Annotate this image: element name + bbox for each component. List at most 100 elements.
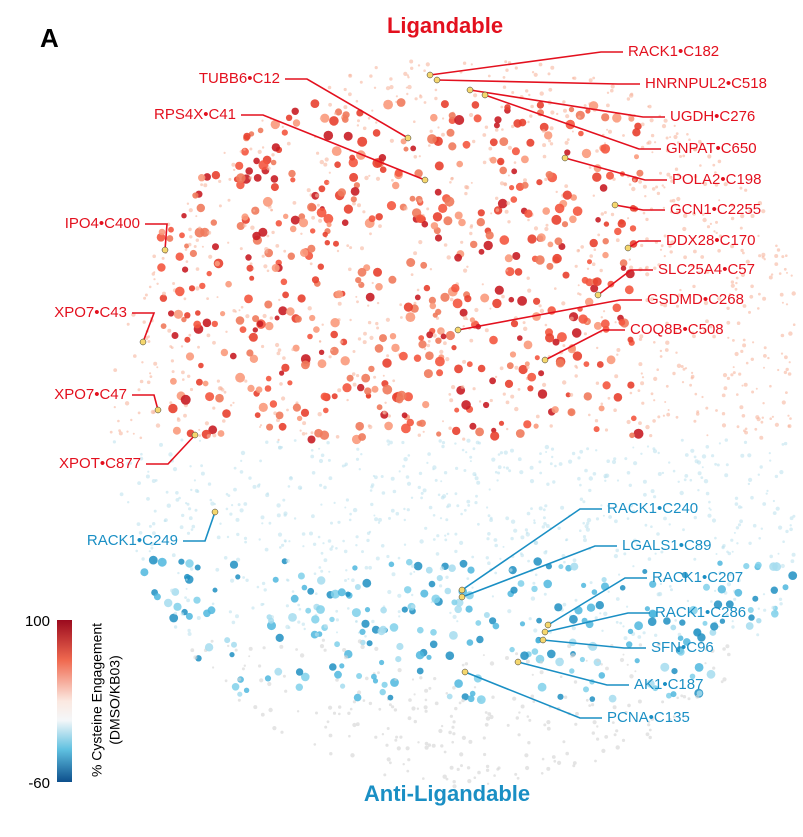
point — [540, 660, 543, 664]
point — [452, 426, 461, 436]
point — [527, 385, 534, 392]
point — [642, 211, 646, 215]
point — [180, 394, 191, 405]
site-label: PCNA•C135 — [607, 709, 690, 726]
point — [252, 484, 257, 489]
point — [548, 87, 553, 92]
point — [717, 585, 726, 594]
point — [270, 208, 273, 212]
point — [734, 287, 738, 291]
point — [694, 392, 698, 396]
point — [207, 230, 212, 235]
point — [246, 264, 254, 272]
point — [293, 439, 297, 442]
point — [466, 361, 473, 368]
point — [172, 467, 178, 472]
point — [310, 99, 320, 108]
point — [650, 525, 653, 528]
point — [423, 705, 428, 710]
point — [594, 419, 599, 423]
point — [626, 419, 631, 425]
point — [281, 363, 290, 372]
point — [554, 237, 563, 246]
point — [324, 240, 330, 246]
point — [726, 306, 730, 310]
point — [555, 190, 558, 194]
point — [334, 161, 341, 168]
point — [454, 407, 460, 413]
point — [239, 326, 247, 333]
point — [424, 709, 428, 713]
point — [413, 354, 422, 362]
point — [181, 513, 185, 518]
point — [132, 432, 135, 435]
point — [427, 134, 437, 144]
point — [195, 215, 198, 218]
point — [357, 267, 367, 277]
point — [377, 671, 380, 675]
point — [159, 294, 168, 302]
point — [403, 146, 409, 152]
point — [413, 561, 423, 571]
point — [339, 340, 344, 344]
point — [788, 331, 793, 336]
point — [747, 453, 752, 458]
point — [735, 281, 738, 285]
point — [406, 508, 410, 512]
point — [675, 132, 679, 136]
point — [180, 612, 184, 616]
point — [235, 574, 241, 580]
point — [239, 247, 243, 251]
point — [280, 278, 288, 286]
point — [485, 716, 491, 721]
point — [466, 438, 471, 443]
point — [411, 706, 416, 711]
point — [417, 485, 421, 490]
point — [417, 626, 424, 634]
point — [571, 451, 576, 456]
point — [231, 504, 234, 507]
point — [763, 366, 765, 369]
point — [260, 602, 264, 607]
point — [472, 472, 477, 477]
point — [673, 134, 678, 140]
point — [499, 451, 503, 455]
point — [248, 176, 253, 180]
point — [371, 619, 375, 624]
point — [406, 258, 416, 267]
point — [507, 174, 510, 177]
point — [387, 443, 390, 446]
point — [540, 772, 544, 775]
point — [693, 515, 697, 520]
point — [718, 571, 722, 575]
point — [351, 372, 356, 376]
point — [618, 573, 621, 576]
point — [650, 716, 655, 721]
point — [279, 644, 284, 649]
point — [443, 216, 453, 226]
point — [686, 599, 690, 603]
point — [271, 143, 281, 152]
point — [261, 581, 266, 586]
point — [380, 475, 384, 478]
point — [383, 99, 393, 110]
point — [580, 245, 584, 249]
point — [280, 446, 284, 449]
point — [149, 541, 155, 547]
point — [577, 284, 580, 287]
point — [599, 612, 602, 615]
point — [510, 586, 518, 594]
point — [718, 442, 722, 445]
point — [270, 119, 280, 130]
site-label: TUBB6•C12 — [199, 70, 280, 87]
point — [275, 633, 284, 643]
point — [591, 703, 595, 707]
point — [449, 297, 454, 302]
point — [406, 769, 410, 773]
point — [337, 301, 342, 306]
point — [728, 572, 732, 576]
point — [623, 636, 628, 641]
point — [676, 173, 680, 177]
point — [690, 448, 695, 453]
point — [672, 371, 676, 376]
